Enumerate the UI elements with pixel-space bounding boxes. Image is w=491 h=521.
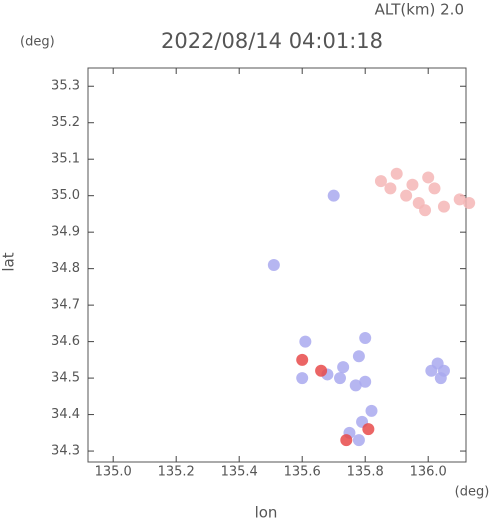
y-unit: (deg) — [20, 35, 55, 50]
x-tick-label: 135.8 — [347, 465, 384, 480]
x-tick-label: 135.6 — [284, 465, 321, 480]
x-tick-label: 135.2 — [158, 465, 195, 480]
echo-point — [365, 404, 378, 417]
y-tick-label: 34.5 — [51, 371, 80, 386]
echo-point — [352, 350, 365, 363]
echo-point — [390, 167, 403, 180]
y-tick-label: 34.6 — [51, 334, 80, 349]
echo-point — [334, 372, 346, 385]
echo-point — [349, 379, 362, 392]
echo-point — [428, 182, 441, 195]
echo-point — [437, 200, 450, 213]
echo-point — [296, 353, 309, 366]
echo-point — [267, 259, 280, 271]
echo-point — [362, 423, 375, 436]
y-tick-label: 34.3 — [51, 444, 80, 459]
y-tick-label: 35.1 — [51, 152, 80, 167]
echo-point — [359, 331, 372, 344]
echo-point — [359, 375, 372, 388]
echo-point — [340, 434, 353, 447]
x-tick-label: 135.0 — [95, 465, 132, 480]
echo-point — [422, 171, 435, 184]
echo-point — [400, 189, 413, 202]
y-tick-label: 34.9 — [51, 225, 80, 240]
y-tick-label: 34.8 — [51, 261, 80, 276]
echo-point — [352, 434, 365, 447]
echo-point — [384, 182, 397, 195]
x-axis-label: lon — [255, 504, 278, 521]
echo-point — [299, 335, 312, 348]
y-tick-label: 35.0 — [51, 188, 80, 203]
echo-point — [315, 364, 328, 377]
echo-point — [296, 372, 309, 385]
echo-point — [406, 178, 419, 191]
x-unit: (deg) — [455, 485, 490, 500]
echo-point — [453, 193, 466, 206]
x-tick-label: 136.0 — [410, 465, 447, 480]
y-tick-label: 35.3 — [51, 79, 80, 94]
echo-point — [431, 357, 444, 370]
echo-point — [419, 204, 432, 217]
plot-frame — [87, 67, 467, 463]
y-axis-label: lat — [0, 252, 18, 271]
echo-point — [327, 189, 340, 202]
echo-point — [374, 175, 387, 188]
y-tick-label: 34.4 — [51, 407, 80, 422]
chart-title: 2022/08/14 04:01:18 — [161, 29, 383, 53]
altitude-label: ALT(km) 2.0 — [375, 1, 464, 19]
x-tick-label: 135.4 — [221, 465, 258, 480]
y-tick-label: 34.7 — [51, 298, 80, 313]
echo-point — [337, 361, 350, 374]
y-tick-label: 35.2 — [51, 115, 80, 130]
echo-point — [463, 196, 476, 209]
echo-point — [434, 372, 447, 385]
